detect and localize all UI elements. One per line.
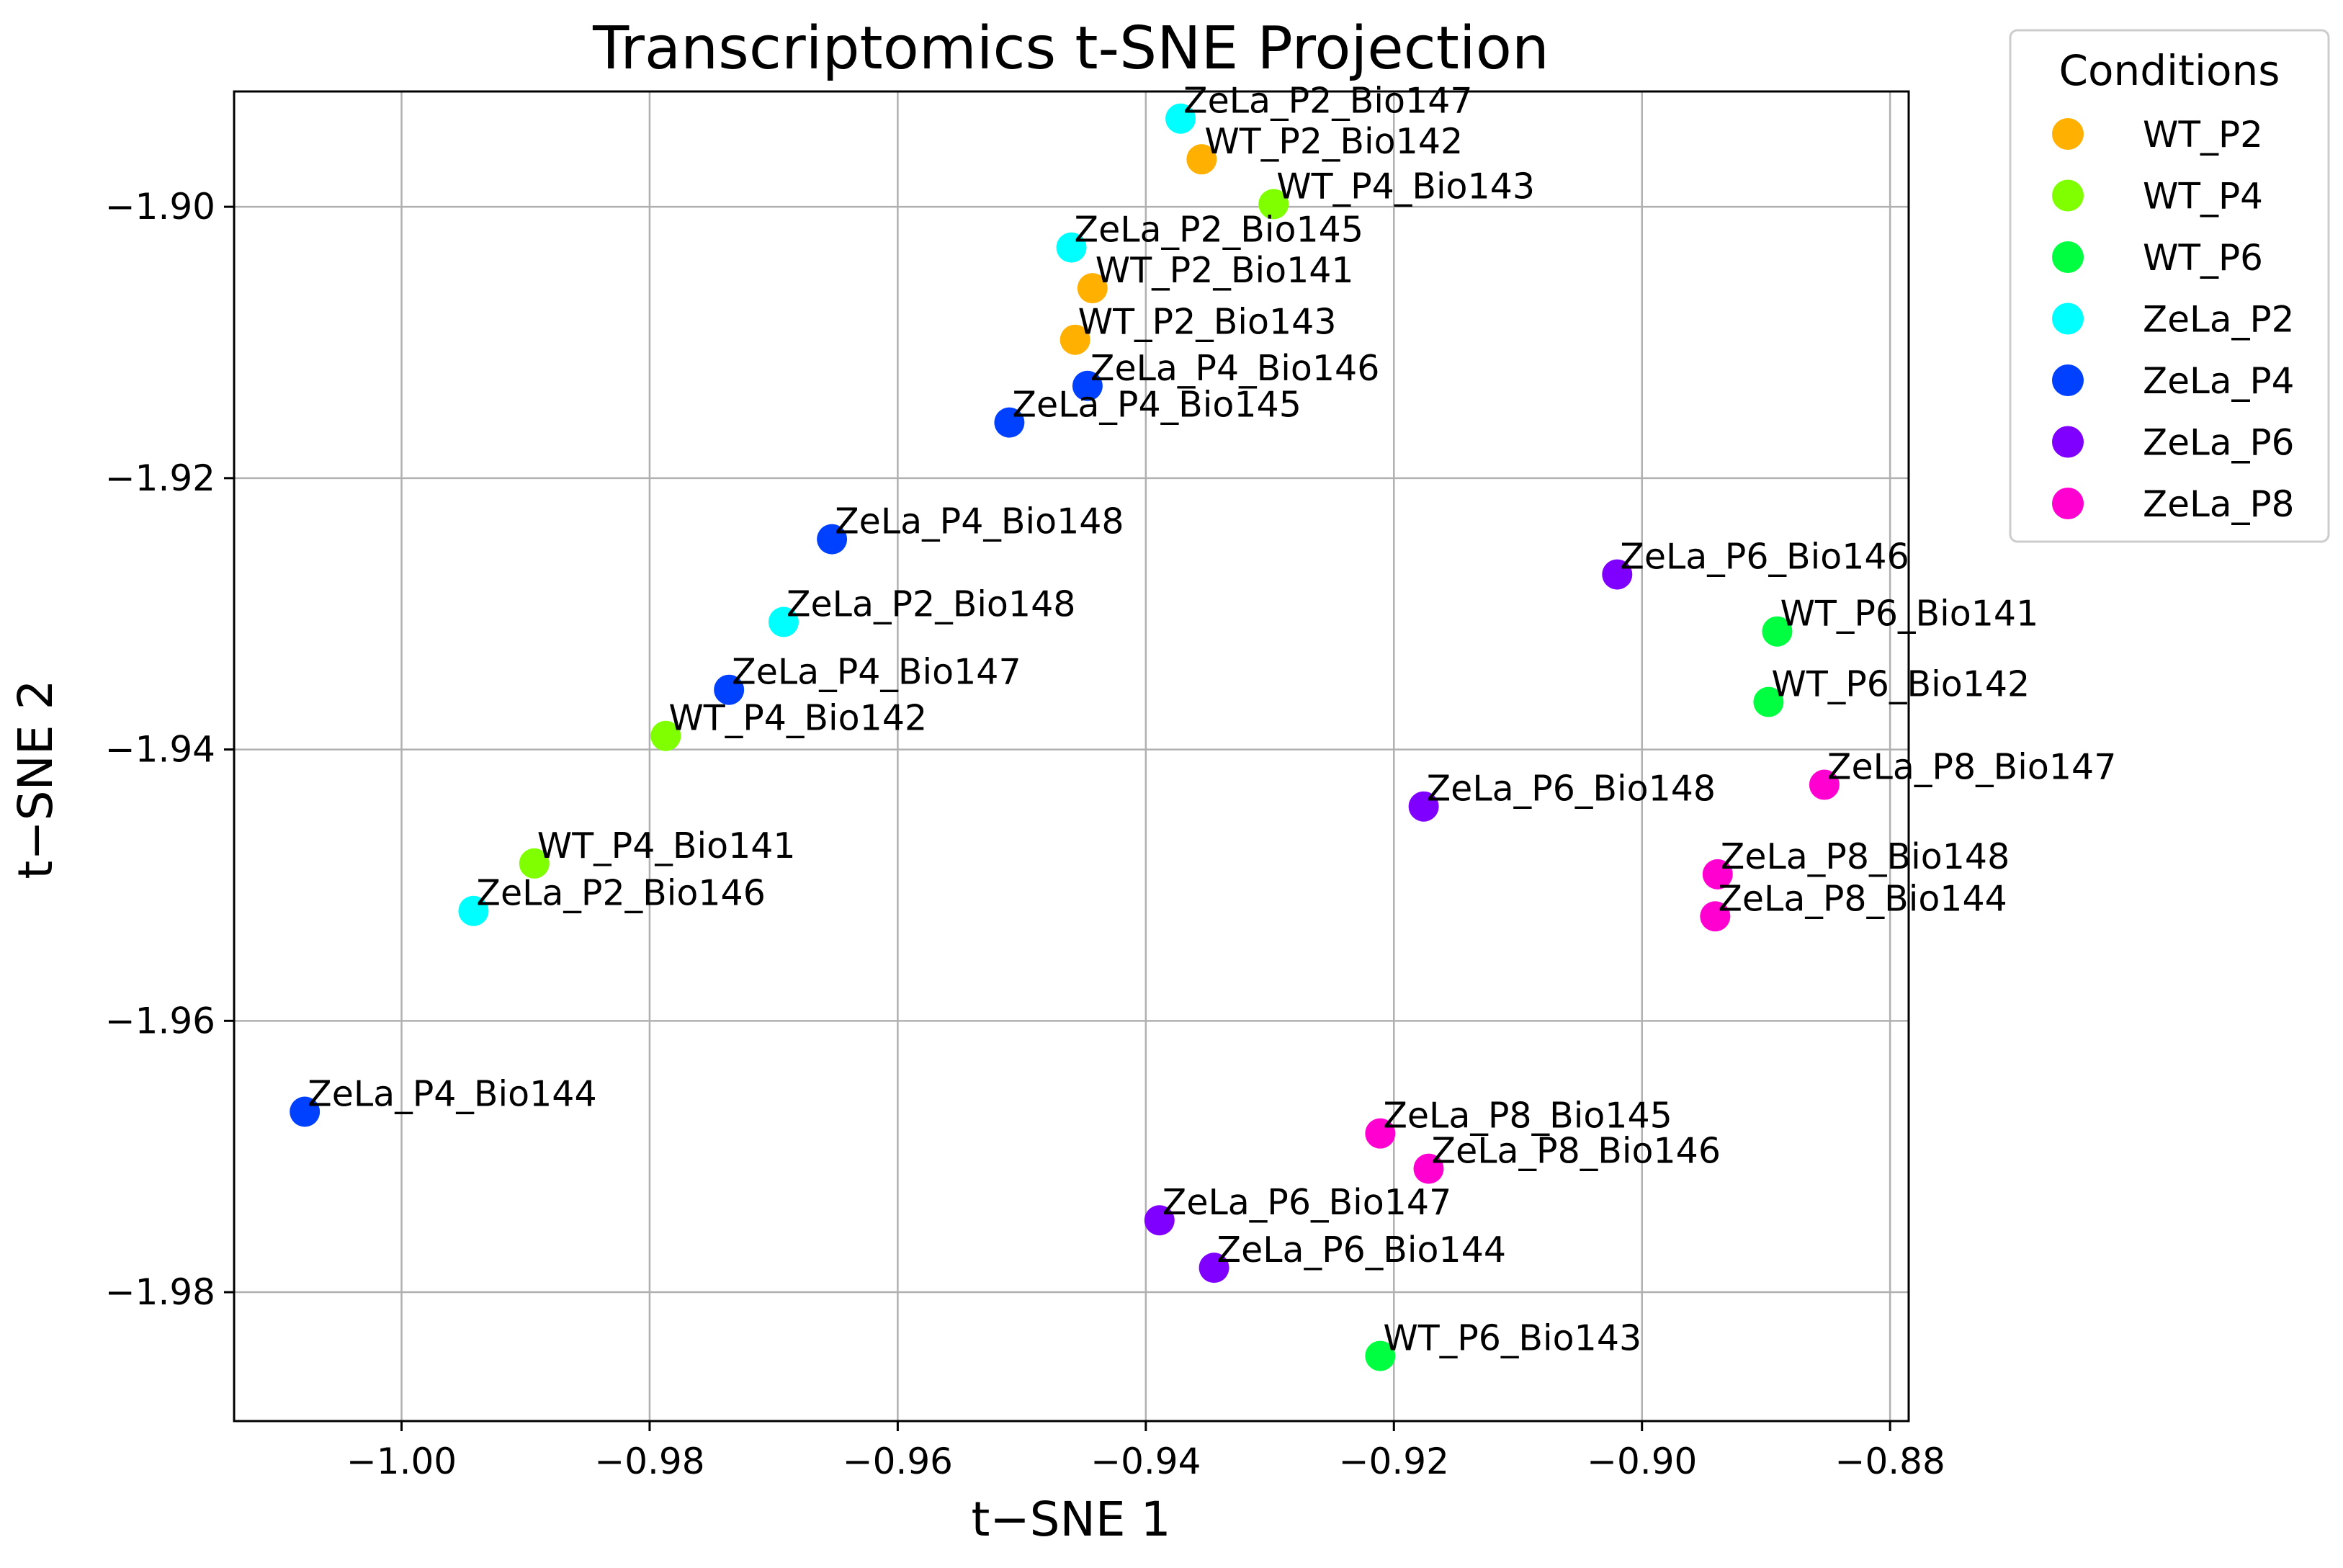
grid-lines [234, 91, 1909, 1421]
point-label: WT_P6_Bio143 [1383, 1318, 1641, 1359]
legend-entry-label: WT_P6 [2143, 237, 2263, 279]
legend-entry-label: ZeLa_P8 [2143, 483, 2294, 525]
point-label: ZeLa_P2_Bio146 [476, 873, 766, 914]
scatter-point [519, 848, 550, 879]
legend-entry-label: WT_P4 [2143, 176, 2263, 218]
legend-entry-label: ZeLa_P4 [2143, 360, 2294, 402]
point-label: ZeLa_P2_Bio148 [787, 584, 1076, 625]
y-axis-label: t−SNE 2 [8, 679, 63, 879]
point-label: ZeLa_P6_Bio148 [1427, 769, 1716, 810]
scatter-point [1408, 791, 1439, 822]
x-tick-label: −0.98 [594, 1441, 704, 1482]
scatter-point [768, 606, 799, 637]
point-label: WT_P2_Bio141 [1096, 250, 1354, 291]
legend-entry-label: ZeLa_P2 [2143, 299, 2294, 341]
point-label: ZeLa_P4_Bio147 [732, 652, 1021, 693]
scatter-point [1762, 616, 1793, 647]
legend-marker [2052, 364, 2084, 396]
scatter-point [1365, 1340, 1396, 1371]
point-label: ZeLa_P8_Bio144 [1718, 878, 2007, 919]
scatter-point [1199, 1253, 1229, 1283]
scatter-point [994, 407, 1025, 438]
x-tick-label: −0.88 [1835, 1441, 1945, 1482]
scatter-point [1059, 324, 1090, 355]
scatter-point [290, 1096, 321, 1127]
scatter-point [1186, 144, 1217, 175]
scatter-point [1165, 103, 1196, 134]
scatter-point [1702, 859, 1733, 890]
legend-entry-label: ZeLa_P6 [2143, 422, 2294, 464]
y-tick-label: −1.94 [105, 729, 215, 771]
scatter-point [650, 720, 681, 751]
y-tick-label: −1.90 [105, 186, 215, 228]
plot-frame [233, 90, 1910, 1423]
legend-marker [2052, 241, 2084, 273]
x-tick-label: −0.90 [1587, 1441, 1697, 1482]
point-label: ZeLa_P8_Bio148 [1721, 836, 2010, 877]
point-label: WT_P4_Bio143 [1276, 166, 1535, 207]
point-label: WT_P4_Bio142 [668, 698, 927, 739]
data-points [290, 103, 1840, 1371]
scatter-point [1258, 189, 1289, 220]
legend-entry-label: WT_P2 [2143, 114, 2263, 156]
point-label: ZeLa_P4_Bio148 [835, 501, 1124, 542]
point-label: ZeLa_P6_Bio144 [1217, 1229, 1507, 1271]
y-tick-label: −1.96 [105, 1000, 215, 1041]
legend: Conditions WT_P2 WT_P4 WT_P6 ZeLa_P2 ZeLa_P4… [2009, 29, 2330, 543]
scatter-point [1602, 559, 1633, 590]
y-tick-label: −1.92 [105, 457, 215, 499]
scatter-point [1077, 273, 1108, 304]
point-labels: ZeLa_P2_Bio147WT_P2_Bio142WT_P4_Bio143Ze… [308, 81, 2116, 1359]
chart-title: Transcriptomics t-SNE Projection [592, 14, 1549, 83]
scatter-point [458, 895, 489, 926]
x-tick-label: −0.92 [1339, 1441, 1449, 1482]
x-axis-label: t−SNE 1 [971, 1492, 1170, 1547]
point-label: WT_P4_Bio141 [537, 825, 796, 866]
point-label: WT_P6_Bio141 [1780, 593, 2038, 635]
legend-marker [2052, 118, 2084, 150]
legend-entries: WT_P2 WT_P4 WT_P6 ZeLa_P2 ZeLa_P4 ZeLa_P6 ZeLa… [2052, 114, 2294, 525]
legend-marker [2052, 488, 2084, 519]
point-label: ZeLa_P4_Bio144 [308, 1074, 596, 1115]
point-label: ZeLa_P2_Bio145 [1075, 210, 1364, 251]
scatter-point [1365, 1118, 1396, 1149]
scatter-point [1144, 1205, 1175, 1236]
scatter-point [1700, 901, 1731, 932]
x-tick-label: −0.96 [843, 1441, 953, 1482]
point-label: ZeLa_P8_Bio146 [1432, 1131, 1721, 1172]
x-tick-label: −0.94 [1090, 1441, 1201, 1482]
scatter-point [1413, 1153, 1444, 1184]
point-label: ZeLa_P2_Bio147 [1183, 81, 1473, 122]
scatter-point [1809, 769, 1840, 800]
scatter-point [1753, 686, 1784, 717]
point-label: WT_P6_Bio142 [1771, 664, 2030, 705]
point-label: WT_P2_Bio142 [1204, 121, 1463, 162]
point-label: WT_P2_Bio143 [1078, 302, 1337, 343]
x-tick-label: −1.00 [346, 1441, 457, 1482]
point-label: ZeLa_P4_Bio146 [1090, 348, 1380, 389]
point-label: ZeLa_P6_Bio147 [1162, 1182, 1452, 1223]
scatter-point [1056, 232, 1087, 263]
point-label: ZeLa_P6_Bio146 [1620, 537, 1909, 578]
legend-marker [2052, 426, 2084, 458]
axis-ticks: −1.00 −0.98 −0.96 −0.94 −0.92 −0.90 −0.88 −1.90… [105, 186, 1945, 1482]
legend-marker [2052, 303, 2084, 335]
point-label: ZeLa_P8_Bio145 [1383, 1096, 1672, 1137]
scatter-point [817, 524, 848, 555]
legend-marker [2052, 179, 2084, 212]
legend-box [2009, 29, 2330, 543]
scatter-point [1072, 370, 1103, 401]
legend-title: Conditions [2059, 46, 2280, 95]
scatter-point [714, 674, 745, 705]
point-label: ZeLa_P4_Bio145 [1012, 385, 1302, 426]
point-label: ZeLa_P8_Bio147 [1827, 747, 2117, 788]
y-tick-label: −1.98 [105, 1271, 215, 1313]
